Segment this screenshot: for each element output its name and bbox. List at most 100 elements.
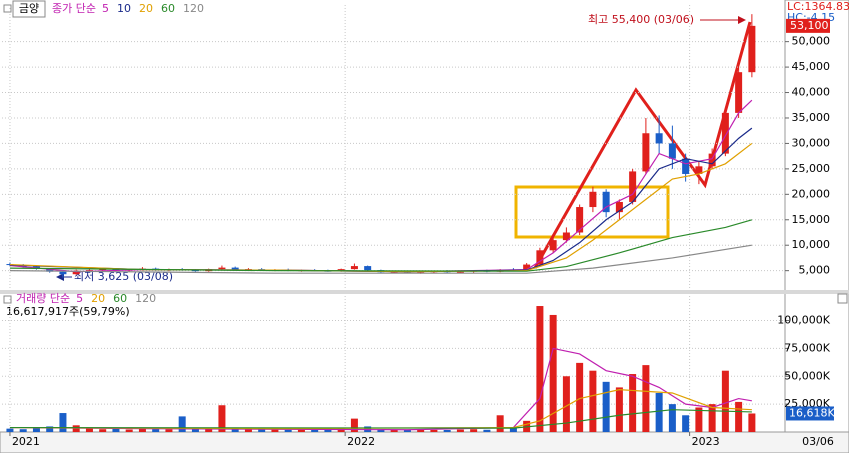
- candle-body: [85, 270, 93, 272]
- volume-bar: [655, 392, 663, 432]
- y-tick-label: 50,000: [792, 35, 831, 48]
- volume-bar: [152, 429, 160, 432]
- last-volume-box: [786, 406, 834, 421]
- last-price-box: [786, 18, 830, 33]
- candle-body: [668, 143, 676, 159]
- stock-name: 금양: [19, 2, 39, 15]
- panel-divider: [0, 290, 849, 294]
- candle-body: [337, 269, 345, 272]
- volume-bar: [562, 376, 570, 432]
- trend-drawing: [533, 21, 752, 269]
- candle-body: [364, 266, 372, 271]
- volume-subtitle: 16,617,917주(59,79%): [6, 305, 130, 318]
- candle-body: [562, 232, 570, 241]
- volume-bar: [615, 387, 623, 432]
- y-tick-label: 45,000: [792, 60, 831, 73]
- volume-bar: [748, 413, 756, 432]
- legend-entry: 60: [161, 2, 175, 15]
- panel-icon[interactable]: [3, 295, 12, 304]
- indicator-lc: LC:1364.83: [787, 0, 849, 13]
- volume-bar: [589, 370, 597, 432]
- candle-body: [350, 266, 358, 270]
- last-volume-label: 16,618K: [789, 406, 835, 419]
- candle-body: [655, 133, 663, 144]
- volume-bar: [59, 413, 67, 432]
- candle-body: [549, 240, 557, 251]
- volume-bar: [668, 404, 676, 432]
- time-axis-area: [0, 431, 849, 453]
- volume-bar: [112, 428, 120, 432]
- volume-bar: [138, 428, 146, 432]
- volume-bar: [218, 405, 226, 432]
- volume-bar: [483, 429, 491, 432]
- x-tick-label: 2022: [347, 435, 375, 448]
- candle-body: [99, 269, 107, 271]
- volume-title: 거래량 단순: [16, 292, 70, 305]
- volume-bar: [629, 374, 637, 432]
- candle-body: [615, 201, 623, 213]
- highlight-box: [514, 185, 670, 239]
- y-tick-label: 15,000: [792, 213, 831, 226]
- legend-entry: 5: [102, 2, 109, 15]
- volume-bar: [602, 381, 610, 432]
- volume-bar: [509, 427, 517, 432]
- name-box: [12, 0, 46, 18]
- candle-body: [390, 271, 398, 273]
- volume-bar: [125, 429, 133, 432]
- legend-entry: 120: [135, 292, 156, 305]
- legend-entry: 10: [117, 2, 131, 15]
- close-panel[interactable]: [837, 293, 848, 304]
- volume-bar: [456, 429, 464, 432]
- candle-body: [59, 271, 67, 275]
- legend-entry: 60: [113, 292, 127, 305]
- candle-body: [72, 270, 80, 275]
- high-arrow-head: [738, 16, 746, 24]
- moving-average: [9, 244, 752, 274]
- volume-bar: [178, 416, 186, 432]
- panel-icon[interactable]: [3, 4, 12, 13]
- volume-bar: [642, 365, 650, 432]
- candle-body: [523, 264, 531, 271]
- volume-bar: [695, 407, 703, 432]
- candle-body: [748, 25, 756, 73]
- ma-legend-label: 종가 단순: [52, 2, 96, 15]
- volume-bar: [324, 429, 332, 432]
- candle-body: [708, 153, 716, 167]
- volume-bar: [6, 428, 14, 432]
- y-tick-label: 100,000K: [777, 314, 830, 327]
- volume-bar: [708, 404, 716, 432]
- volume-bar: [32, 428, 40, 432]
- legend-entry: 20: [139, 2, 153, 15]
- last-price-label: 53,100: [790, 19, 829, 32]
- candle-body: [682, 158, 690, 174]
- volume-bar: [403, 429, 411, 432]
- moving-average: [9, 409, 752, 429]
- volume-bar: [284, 429, 292, 432]
- candle-body: [576, 207, 584, 233]
- volume-bar: [576, 362, 584, 432]
- volume-bar: [721, 370, 729, 432]
- y-tick-label: 75,000K: [784, 341, 830, 354]
- x-end-label: 03/06: [802, 435, 834, 448]
- candle-body: [191, 270, 199, 272]
- low-arrow-head: [56, 273, 64, 281]
- candle-body: [695, 166, 703, 174]
- candle-body: [231, 267, 239, 270]
- volume-bar: [443, 429, 451, 432]
- volume-bar: [231, 427, 239, 432]
- volume-bar: [19, 429, 27, 432]
- volume-bar: [205, 429, 213, 432]
- moving-average: [9, 219, 753, 272]
- volume-bar: [337, 428, 345, 432]
- volume-bar: [390, 429, 398, 432]
- volume-bar: [735, 401, 743, 432]
- volume-bar: [297, 429, 305, 432]
- x-tick-label: 2021: [12, 435, 40, 448]
- volume-bar: [258, 429, 266, 432]
- volume-bar: [311, 429, 319, 432]
- volume-bar: [191, 428, 199, 432]
- volume-bar: [99, 429, 107, 432]
- candle-body: [589, 191, 597, 208]
- volume-bar: [682, 415, 690, 432]
- y-tick-label: 40,000: [792, 86, 831, 99]
